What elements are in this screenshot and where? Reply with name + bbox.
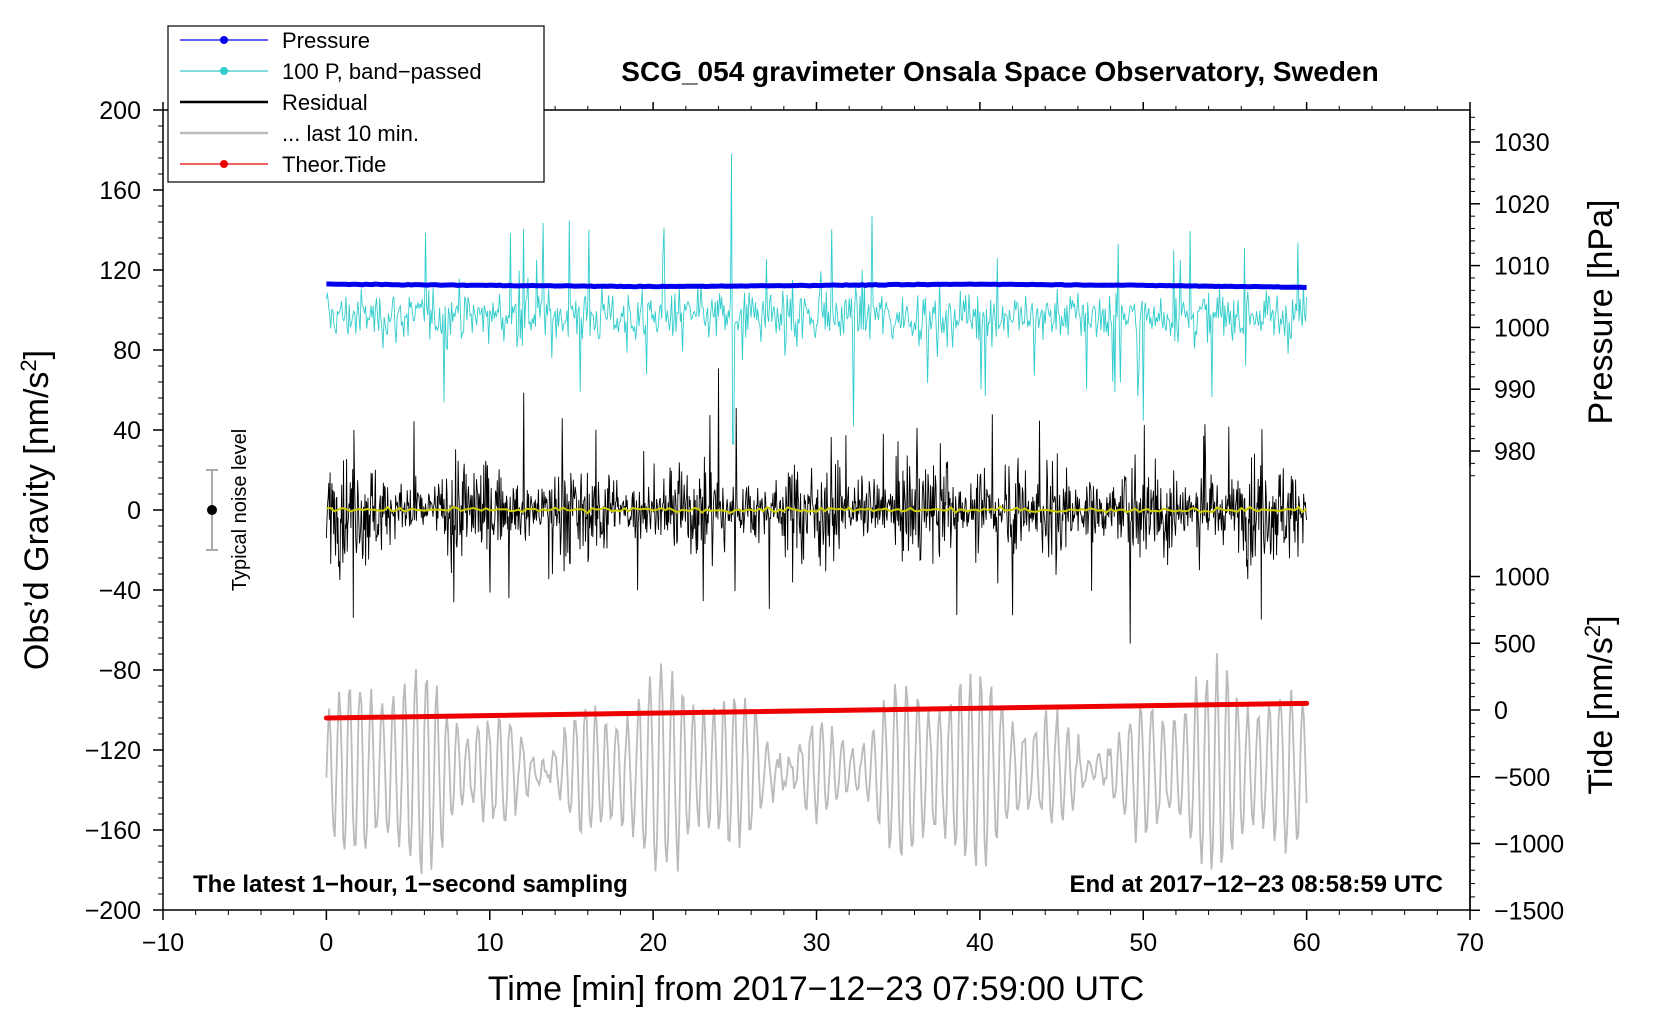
series-theoretical-tide bbox=[323, 700, 1310, 721]
legend: Pressure 100 P, band−passed Residual ... la… bbox=[167, 25, 545, 183]
tide-tick-label: 1000 bbox=[1494, 564, 1550, 592]
residual-line bbox=[325, 368, 1308, 644]
legend-item: Theor.Tide bbox=[180, 152, 386, 177]
pressure-tick-label: 980 bbox=[1494, 438, 1536, 466]
y-left-tick-label: 200 bbox=[99, 97, 141, 125]
y-left-tick-label: −200 bbox=[85, 897, 141, 925]
legend-item: ... last 10 min. bbox=[180, 121, 419, 146]
y-axis-tide-label-sup: 2 bbox=[1580, 625, 1605, 637]
legend-item: Residual bbox=[180, 90, 368, 115]
y-left-tick-label: −40 bbox=[99, 577, 141, 605]
x-tick-label: 20 bbox=[639, 929, 667, 957]
pressure-tick-label: 990 bbox=[1494, 376, 1536, 404]
legend-label: Residual bbox=[282, 90, 368, 115]
pressure-line bbox=[326, 281, 1307, 291]
series-residual bbox=[325, 368, 1308, 644]
noise-level-label: Typical noise level bbox=[229, 429, 251, 591]
y-axis-left-label-sup: 2 bbox=[16, 359, 41, 371]
series-band-passed-pressure bbox=[325, 153, 1308, 445]
noise-level-marker bbox=[206, 469, 219, 551]
y-axis-pressure-ticks: 1030 1020 1010 1000 990 980 bbox=[1469, 110, 1550, 477]
legend-swatch-marker bbox=[220, 36, 228, 44]
y-left-tick-label: 40 bbox=[113, 417, 141, 445]
y-axis-left-ticks: 200 160 120 80 40 0 −40 −80 −120 −160 −200 bbox=[85, 97, 163, 925]
series-last-10-min bbox=[325, 653, 1308, 875]
y-left-tick-label: 160 bbox=[99, 177, 141, 205]
x-tick-label: 50 bbox=[1129, 929, 1157, 957]
noise-center-dot bbox=[207, 505, 218, 515]
tide-tick-label: −1000 bbox=[1494, 831, 1564, 859]
tide-tick-label: 500 bbox=[1494, 630, 1536, 658]
chart-title: SCG_054 gravimeter Onsala Space Observat… bbox=[621, 56, 1378, 87]
x-tick-label: 30 bbox=[803, 929, 831, 957]
tide-line bbox=[323, 700, 1310, 721]
pressure-tick-label: 1000 bbox=[1494, 314, 1550, 342]
annotation-sampling: The latest 1−hour, 1−second sampling bbox=[193, 871, 628, 898]
legend-label: Theor.Tide bbox=[282, 152, 386, 177]
legend-label: ... last 10 min. bbox=[282, 121, 419, 146]
x-axis-ticks: −10 0 10 20 30 40 50 60 70 bbox=[142, 102, 1484, 957]
y-axis-tide-ticks: 1000 500 0 −500 −1000 −1500 bbox=[1469, 560, 1564, 925]
x-tick-label: −10 bbox=[142, 929, 184, 957]
legend-label: Pressure bbox=[282, 28, 370, 53]
legend-box bbox=[167, 25, 545, 183]
tide-tick-label: −500 bbox=[1494, 764, 1550, 792]
y-axis-left-label-end: ] bbox=[18, 350, 56, 359]
band-passed-line bbox=[325, 153, 1308, 445]
x-tick-label: 70 bbox=[1456, 929, 1484, 957]
x-axis-label: Time [min] from 2017−12−23 07:59:00 UTC bbox=[488, 970, 1144, 1008]
legend-swatch-marker bbox=[220, 67, 228, 75]
last-10-min-line bbox=[325, 653, 1308, 875]
x-tick-label: 10 bbox=[476, 929, 504, 957]
legend-swatch-marker bbox=[220, 160, 228, 168]
y-axis-tide-label-end: ] bbox=[1582, 615, 1620, 624]
y-left-tick-label: 120 bbox=[99, 257, 141, 285]
y-axis-left-label-text: Obs’d Gravity [nm/s bbox=[18, 372, 56, 671]
legend-item: Pressure bbox=[180, 28, 370, 53]
y-axis-pressure-label: Pressure [hPa] bbox=[1582, 200, 1620, 425]
y-axis-tide-label: Tide [nm/s2] bbox=[1580, 615, 1621, 794]
y-axis-tide-label-text: Tide [nm/s bbox=[1582, 637, 1620, 794]
y-axis-left-label: Obs’d Gravity [nm/s2] bbox=[16, 350, 57, 670]
residual-smoothed-line bbox=[326, 505, 1308, 515]
series-pressure bbox=[326, 281, 1307, 291]
tide-tick-label: 0 bbox=[1494, 697, 1508, 725]
y-left-tick-label: 0 bbox=[127, 497, 141, 525]
x-tick-label: 60 bbox=[1293, 929, 1321, 957]
y-left-tick-label: 80 bbox=[113, 337, 141, 365]
pressure-tick-label: 1030 bbox=[1494, 129, 1550, 157]
tide-tick-label: −1500 bbox=[1494, 897, 1564, 925]
x-tick-label: 40 bbox=[966, 929, 994, 957]
pressure-tick-label: 1020 bbox=[1494, 191, 1550, 219]
y-left-tick-label: −120 bbox=[85, 737, 141, 765]
y-left-tick-label: −160 bbox=[85, 817, 141, 845]
series-residual-smoothed bbox=[326, 505, 1308, 515]
pressure-tick-label: 1010 bbox=[1494, 253, 1550, 281]
annotation-end-time: End at 2017−12−23 08:58:59 UTC bbox=[1069, 871, 1443, 898]
x-tick-label: 0 bbox=[319, 929, 333, 957]
legend-item: 100 P, band−passed bbox=[180, 59, 482, 84]
y-left-tick-label: −80 bbox=[99, 657, 141, 685]
legend-label: 100 P, band−passed bbox=[282, 59, 482, 84]
